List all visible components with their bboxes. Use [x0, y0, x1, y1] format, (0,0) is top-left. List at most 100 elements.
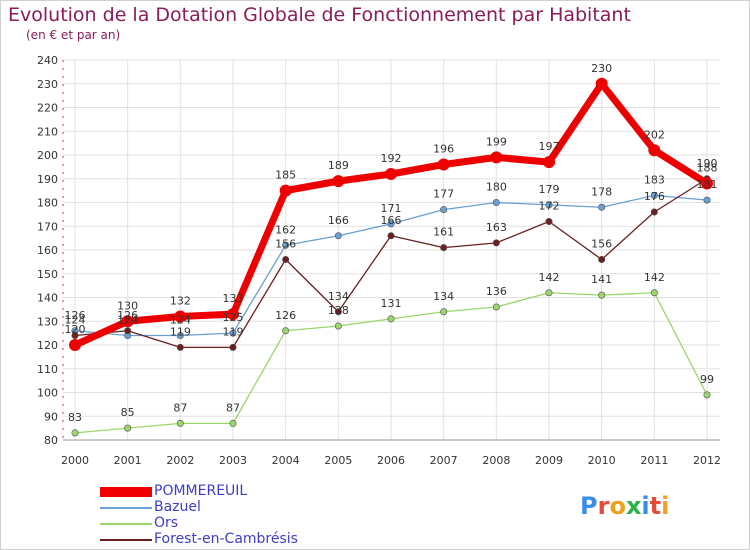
legend-label-forest: Forest-en-Cambrésis	[154, 531, 298, 547]
x-tick-label: 2011	[640, 454, 668, 467]
data-point-pommereuil	[227, 308, 239, 321]
data-label-bazuel: 180	[486, 181, 507, 194]
data-point-bazuel	[650, 191, 658, 199]
x-tick-label: 2008	[482, 454, 510, 467]
data-label-forest-en-cambr-sis: 176	[644, 190, 665, 203]
data-label-pommereuil: 133	[223, 292, 244, 305]
data-label-ors: 131	[381, 297, 402, 310]
data-point-ors	[176, 419, 184, 427]
data-point-pommereuil	[385, 168, 397, 180]
data-label-ors: 99	[700, 373, 714, 386]
y-tick-label: 90	[44, 410, 58, 423]
x-tick-label: 2010	[588, 454, 616, 467]
data-label-ors: 87	[226, 401, 240, 414]
data-point-ors	[703, 391, 711, 399]
data-point-pommereuil	[174, 310, 187, 323]
data-point-pommereuil	[648, 144, 661, 157]
x-tick-label: 2000	[61, 454, 89, 467]
data-point-pommereuil	[543, 156, 555, 169]
y-tick-label: 180	[37, 197, 58, 210]
logo-letter: P	[580, 492, 598, 520]
data-point-bazuel	[387, 220, 395, 228]
y-tick-label: 150	[37, 268, 58, 281]
data-label-forest-en-cambr-sis: 156	[591, 238, 612, 251]
data-label-forest-en-cambr-sis: 163	[486, 221, 507, 234]
data-label-pommereuil: 130	[117, 299, 138, 312]
data-point-bazuel	[598, 203, 606, 211]
data-point-bazuel	[229, 329, 237, 337]
data-point-ors	[387, 315, 395, 323]
data-label-bazuel: 178	[591, 185, 612, 198]
data-label-pommereuil: 188	[697, 162, 718, 175]
data-point-bazuel	[334, 232, 342, 240]
x-tick-label: 2005	[324, 454, 352, 467]
legend-swatch-bazuel	[100, 507, 152, 509]
y-tick-label: 170	[37, 220, 58, 233]
data-point-bazuel	[282, 241, 290, 249]
data-label-ors: 142	[644, 271, 665, 284]
x-tick-label: 2006	[377, 454, 405, 467]
x-tick-label: 2003	[219, 454, 247, 467]
logo-letter: i	[661, 492, 670, 520]
y-tick-label: 190	[37, 173, 58, 186]
y-tick-label: 80	[44, 434, 58, 447]
data-point-bazuel	[492, 199, 500, 207]
data-label-forest-en-cambr-sis: 172	[539, 200, 560, 213]
x-tick-label: 2002	[166, 454, 194, 467]
data-point-forest-en-cambr-sis	[176, 343, 184, 351]
data-label-bazuel: 125	[223, 311, 244, 324]
data-label-ors: 85	[121, 406, 135, 419]
data-point-forest-en-cambr-sis	[282, 255, 290, 263]
data-label-ors: 128	[328, 304, 349, 317]
data-point-ors	[598, 291, 606, 299]
data-label-pommereuil: 192	[381, 152, 402, 165]
data-label-forest-en-cambr-sis: 161	[433, 226, 454, 239]
data-point-ors	[545, 289, 553, 297]
y-tick-label: 240	[37, 54, 58, 67]
data-point-ors	[440, 308, 448, 316]
data-label-forest-en-cambr-sis: 126	[117, 309, 138, 322]
x-tick-label: 2004	[272, 454, 300, 467]
data-label-bazuel: 183	[644, 173, 665, 186]
logo-letter: r	[597, 492, 610, 520]
data-label-pommereuil: 120	[65, 323, 86, 336]
data-point-bazuel	[176, 331, 184, 339]
data-label-bazuel: 126	[65, 309, 86, 322]
data-label-forest-en-cambr-sis: 190	[697, 157, 718, 170]
data-point-forest-en-cambr-sis	[334, 308, 342, 316]
data-point-bazuel	[703, 196, 711, 204]
data-point-pommereuil	[121, 315, 134, 328]
data-label-ors: 142	[539, 271, 560, 284]
data-point-ors	[124, 424, 132, 432]
chart-title: Evolution de la Dotation Globale de Fonc…	[8, 4, 631, 26]
data-point-ors	[492, 303, 500, 311]
x-tick-label: 2009	[535, 454, 563, 467]
proxiti-logo: Proxiti	[580, 492, 669, 520]
x-tick-label: 2007	[430, 454, 458, 467]
data-label-pommereuil: 132	[170, 295, 191, 308]
data-label-bazuel: 177	[433, 188, 454, 201]
y-tick-label: 130	[37, 315, 58, 328]
x-tick-label: 2012	[693, 454, 721, 467]
data-point-pommereuil	[595, 77, 608, 90]
y-tick-label: 120	[37, 339, 58, 352]
legend-label-bazuel: Bazuel	[154, 499, 201, 515]
data-label-ors: 136	[486, 285, 507, 298]
y-tick-label: 230	[37, 78, 58, 91]
data-label-bazuel: 162	[275, 223, 296, 236]
x-tick-label: 2001	[114, 454, 142, 467]
data-point-forest-en-cambr-sis	[440, 244, 448, 252]
logo-letter: x	[625, 492, 642, 520]
data-label-forest-en-cambr-sis: 124	[65, 314, 86, 327]
data-label-forest-en-cambr-sis: 166	[381, 214, 402, 227]
data-label-ors: 87	[173, 401, 187, 414]
data-point-forest-en-cambr-sis	[492, 239, 500, 247]
legend-swatch-forest	[100, 539, 152, 541]
data-label-pommereuil: 185	[275, 169, 296, 182]
data-label-pommereuil: 199	[486, 135, 507, 148]
data-point-forest-en-cambr-sis	[650, 208, 658, 216]
logo-letter: t	[649, 492, 662, 520]
data-label-ors: 126	[275, 309, 296, 322]
data-label-pommereuil: 197	[539, 140, 560, 153]
